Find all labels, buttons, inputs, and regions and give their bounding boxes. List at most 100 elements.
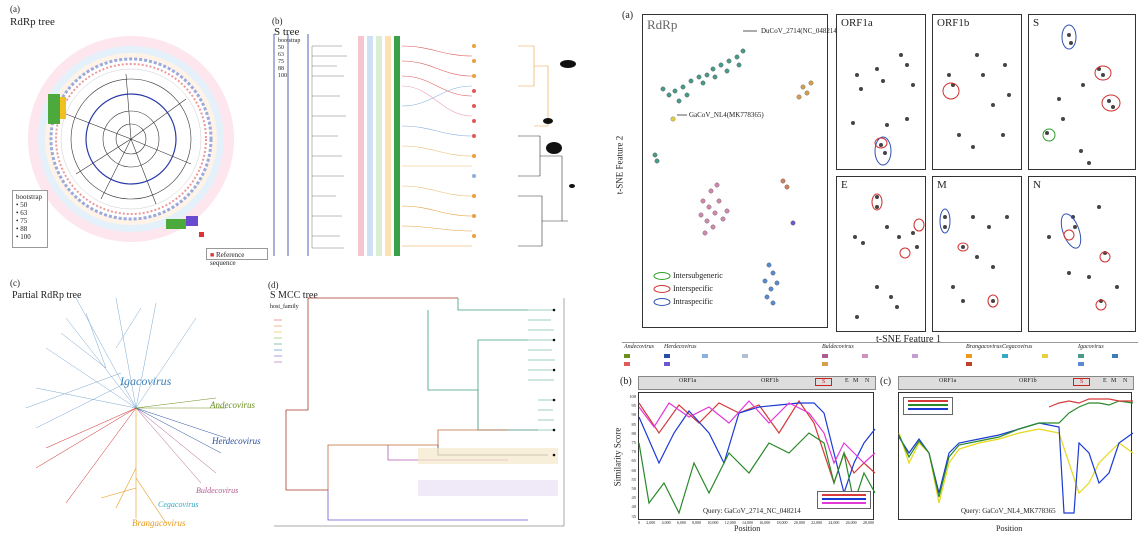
panel-d-s-mcc-tree: (d) S MCC tree host_family	[268, 280, 594, 532]
gene-m: M	[853, 378, 859, 384]
gene-n: N	[1123, 378, 1128, 384]
legend-line	[822, 498, 866, 500]
ytick: 70	[631, 449, 637, 455]
genus-label-cegacovirus: Cegacovirus	[158, 500, 199, 509]
reference-label: Reference sequence	[210, 251, 245, 267]
panel-b-s-tree: (b) S tree bootstrap 50 63 75 88 100	[272, 16, 598, 264]
ytick: 85	[631, 421, 637, 427]
tsne-orf1a-plot: ORF1a	[836, 14, 926, 170]
panel-a-rdrp-tree: (a) RdRp tree bootstrap • 50 • 63 • 75 •…	[6, 4, 268, 267]
genus-igacovirus: Igacovirus	[1078, 344, 1104, 350]
tanglegram	[273, 34, 576, 256]
bootstrap-title: bootstrap	[16, 193, 43, 201]
tsne-rdrp-points	[652, 30, 814, 306]
xtick: 16,000	[759, 520, 771, 525]
ytick: 45	[631, 495, 637, 501]
similarity-lines-c	[898, 398, 1134, 514]
gene-orf1b: ORF1b	[761, 378, 779, 384]
tsne-orf1a-title: ORF1a	[841, 17, 873, 29]
mcc-tree	[274, 297, 565, 527]
bootstrap-value: 75	[20, 217, 28, 225]
xtick: 6,000	[676, 520, 686, 525]
genus-legend-swatches	[624, 354, 1118, 366]
bootstrap-title: bootstrap	[278, 38, 301, 44]
gene-s: S	[1073, 378, 1091, 386]
similarity-yticks-b: 100 95 90 85 80 75 70 65 60 55 50 45 40 35	[620, 392, 636, 520]
tsne-legend: Intersubgeneric Interspecific Intraspeci…	[653, 269, 723, 308]
panel-d-title: S MCC tree	[270, 290, 318, 301]
tsne-orf1b-title: ORF1b	[937, 17, 970, 29]
ytick: 40	[631, 504, 637, 510]
legend-line	[908, 404, 948, 406]
xtick: 20,000	[793, 520, 805, 525]
bootstrap-value: 50	[278, 45, 284, 51]
position-label-c: Position	[996, 524, 1023, 533]
bootstrap-legend: bootstrap • 50 • 63 • 75 • 88 • 100	[12, 190, 48, 248]
similarity-lines-b	[638, 399, 876, 515]
panel-b-bootstrap: bootstrap 50 63 75 88 100	[278, 38, 300, 80]
xtick: 12,000	[724, 520, 736, 525]
ytick: 35	[631, 513, 637, 519]
m-points	[939, 208, 1009, 308]
similarity-plot-c: Query: GaCoV_NL4_MK778365	[898, 392, 1134, 520]
ytick: 100	[629, 394, 636, 399]
panel-c-letter: (c)	[10, 278, 20, 288]
right-panel-b-letter: (b)	[620, 376, 632, 387]
genome-map-b: ORF1a ORF1b S E M N	[638, 376, 876, 390]
xtick: 22,000	[811, 520, 823, 525]
legend-line	[908, 408, 948, 410]
genome-map-c: ORF1a ORF1b S E M N	[898, 376, 1134, 390]
tsne-xlabel: t-SNE Feature 1	[876, 334, 941, 345]
bootstrap-value: 63	[278, 52, 284, 58]
gene-orf1a: ORF1a	[939, 378, 957, 384]
tsne-n-plot: N	[1028, 176, 1136, 332]
bootstrap-value: 100	[20, 233, 31, 241]
panel-a-letter: (a)	[10, 4, 20, 14]
host-family-legend-title: host_family	[270, 304, 299, 310]
bootstrap-value: 88	[20, 225, 28, 233]
tsne-rdrp-plot: RdRp	[642, 14, 839, 328]
gene-e: E	[845, 378, 849, 384]
gene-e: E	[1103, 378, 1107, 384]
genus-buldecovirus: Buldecovirus	[822, 344, 854, 350]
e-points	[853, 193, 925, 319]
right-panel-a-letter: (a)	[622, 10, 634, 21]
ytick: 75	[631, 440, 637, 446]
similarity-plot-b: Query: GaCoV_2714_NC_048214	[638, 392, 876, 520]
bootstrap-value: 100	[278, 73, 287, 79]
reference-legend: ■ Reference sequence	[206, 248, 268, 267]
genus-andecovirus: Andecovirus	[624, 344, 654, 350]
reference-marker-icon: ■	[210, 251, 215, 259]
tsne-e-plot: E	[836, 176, 926, 332]
ytick: 95	[631, 403, 637, 409]
tsne-orf1b-plot: ORF1b	[932, 14, 1022, 170]
panel-a-title: RdRp tree	[10, 16, 55, 28]
similarity-legend-b	[817, 491, 871, 509]
position-label-b: Position	[734, 524, 761, 533]
legend-interspecific: Interspecific	[673, 284, 713, 293]
bootstrap-value: 50	[20, 201, 28, 209]
xtick: 4,000	[661, 520, 671, 525]
tsne-s-title: S	[1033, 17, 1040, 29]
n-points	[1047, 205, 1119, 311]
ytick: 55	[631, 476, 637, 482]
panel-d-letter: (d)	[268, 280, 279, 290]
ytick: 90	[631, 412, 637, 418]
panel-b-title: S tree	[274, 26, 300, 38]
annotation-ducov-2714: DuCoV_2714(NC_048214)	[761, 27, 840, 35]
panel-c-title: Partial RdRp tree	[12, 290, 82, 301]
ytick: 80	[631, 430, 637, 436]
annotation-gacov-nl4: GaCoV_NL4(MK778365)	[689, 111, 764, 119]
tsne-s-plot: S	[1028, 14, 1136, 170]
ytick: 65	[631, 458, 637, 464]
gene-orf1a: ORF1a	[679, 378, 697, 384]
xtick: 28,000	[862, 520, 874, 525]
similarity-xticks-b: 0 2,000 4,000 6,000 8,000 10,000 12,000 14,0…	[638, 520, 874, 526]
genus-label-buldecovirus: Buldecovirus	[196, 486, 239, 495]
legend-intraspecific: Intraspecific	[673, 297, 713, 306]
tsne-m-plot: M	[932, 176, 1022, 332]
similarity-legend-c	[903, 397, 953, 415]
genus-label-andecovirus: Andecovirus	[210, 400, 255, 410]
genus-cegacovirus: Cegacovirus	[1002, 344, 1033, 350]
legend-line	[908, 400, 948, 402]
